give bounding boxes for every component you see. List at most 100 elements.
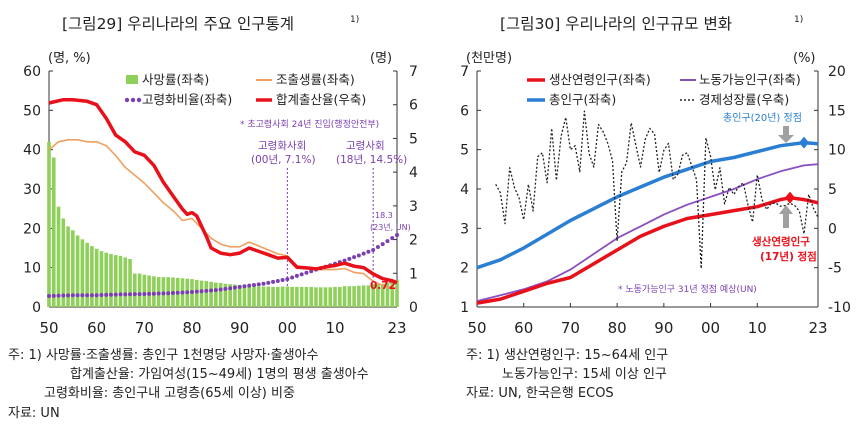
point-elderly-ratio [361,251,366,256]
tick-label-right: 7 [409,64,418,80]
note-aging-2000-detail: (00년, 7.1%) [251,154,316,166]
point-elderly-ratio [47,293,51,298]
bar-death-rate [204,281,209,307]
point-elderly-ratio [385,239,390,244]
point-elderly-ratio [275,278,280,283]
point-elderly-ratio [390,236,395,241]
chart30-legend: 생산연령인구(좌축) 노동가능인구(좌축) 총인구(좌축) 경제성장률(우축) [527,72,801,107]
chart-29: [그림29] 우리나라의 주요 인구통계 1) (명, %) (명) 01020… [23,15,418,337]
bar-death-rate [147,275,151,307]
note-working-peak-title: 생산연령인구 [752,235,810,248]
point-elderly-ratio [242,284,247,289]
footnote-left-2: 합계출산율: 가임여성(15~49세) 1명의 평생 출생아수 [70,367,369,382]
note-aging-2000-title: 고령화사회 [258,140,306,152]
bar-death-rate [47,141,51,307]
bar-death-rate [256,286,261,307]
note-total-peak: 총인구(20년) 정점 [723,112,802,124]
bar-death-rate [128,259,132,307]
tick-label-left: 60 [23,64,41,80]
point-elderly-ratio [194,289,199,294]
tick-label-x: 60 [514,319,533,337]
point-elderly-ratio [290,275,295,280]
point-elderly-ratio [89,293,94,298]
bar-death-rate [123,257,128,307]
bar-death-rate [214,282,218,307]
bar-death-rate [295,286,299,307]
line-tfr [48,97,398,285]
point-elderly-ratio [342,258,347,263]
chart29-title: [그림29] 우리나라의 주요 인구통계 [62,15,294,33]
point-elderly-ratio [180,290,185,295]
tick-label-x: 60 [87,319,106,337]
tick-label-left: 1 [460,300,469,316]
note-working-peak-year: (17년) 정점 [760,250,817,263]
tick-label-x: 80 [182,319,201,337]
bar-death-rate [94,248,99,307]
point-elderly-ratio [256,282,261,287]
point-elderly-ratio [204,288,209,293]
point-elderly-ratio [113,292,118,297]
tick-label-left: 50 [23,103,41,119]
bar-death-rate [51,157,56,307]
bar-death-rate [247,286,252,307]
point-elderly-ratio [395,233,399,238]
tick-label-left: 6 [460,103,469,119]
bar-death-rate [380,283,385,307]
bar-death-rate [328,287,333,307]
point-elderly-ratio [266,280,271,285]
point-elderly-ratio [99,293,104,298]
legend-swatch-death-rate [126,75,138,84]
bar-death-rate [199,280,204,307]
point-elderly-ratio [232,285,237,290]
footnote-left-1: 주: 1) 사망률·조출생률: 총인구 1천명당 사망자·출생아수 [8,348,319,363]
legend-label-elderly-ratio: 고령화비율(좌축) [142,92,232,107]
tick-label-left: 30 [23,182,41,198]
bar-death-rate [342,286,347,307]
marker-total-peak [798,136,809,149]
bar-death-rate [113,255,118,307]
tick-label-right: -5 [828,261,842,277]
bar-death-rate [299,286,304,307]
tick-label-left: 0 [32,300,41,316]
tick-label-left: 20 [23,221,41,237]
point-elderly-ratio [85,293,90,298]
point-elderly-ratio [151,291,156,296]
bar-death-rate [252,286,256,307]
marker-working-peak [784,191,795,204]
line-birth-rate [48,139,398,290]
point-elderly-ratio [80,293,85,298]
tick-label-x: 23 [808,319,827,337]
note-aging-2018-title: 고령사회 [346,140,385,152]
bar-death-rate [361,285,366,307]
chart29-title-sup: 1) [350,15,359,25]
footnote-right-1: 주: 1) 생산연령인구: 15~64세 인구 [466,348,669,363]
bar-death-rate [104,252,109,307]
point-elderly-ratio [375,245,380,250]
point-elderly-ratio [66,293,71,298]
bar-death-rate [323,287,328,307]
legend-label-growth: 경제성장률(우축) [699,92,789,107]
point-elderly-ratio [190,290,195,295]
tick-label-left: 2 [460,261,469,277]
footnote-left-3: 고령화비율: 총인구내 고령층(65세 이상) 비중 [44,386,295,401]
tick-label-right: 20 [828,64,846,80]
tick-label-right: -10 [828,300,851,316]
tick-label-x: 80 [608,319,627,337]
point-elderly-ratio [199,289,204,294]
line-growth-rate [495,110,819,270]
tick-label-right: 6 [409,98,418,114]
footnote-left-source: 자료: UN [8,406,60,421]
bar-death-rate [90,246,94,307]
point-elderly-ratio [299,272,304,277]
tick-label-right: 0 [828,221,837,237]
note-aging-2018-detail: (18년, 14.5%) [336,154,407,166]
chart30-title: [그림30] 우리나라의 인구규모 변화 [500,15,732,33]
note-elderly-end-value: 18.3 [375,211,393,220]
tick-label-x: 10 [748,319,767,337]
bar-death-rate [366,285,371,307]
bar-death-rate [223,283,228,307]
legend-swatch-elderly-ratio [124,97,142,103]
bar-death-rate [118,255,123,307]
tick-label-right: 15 [828,103,846,119]
bar-death-rate [357,285,361,307]
